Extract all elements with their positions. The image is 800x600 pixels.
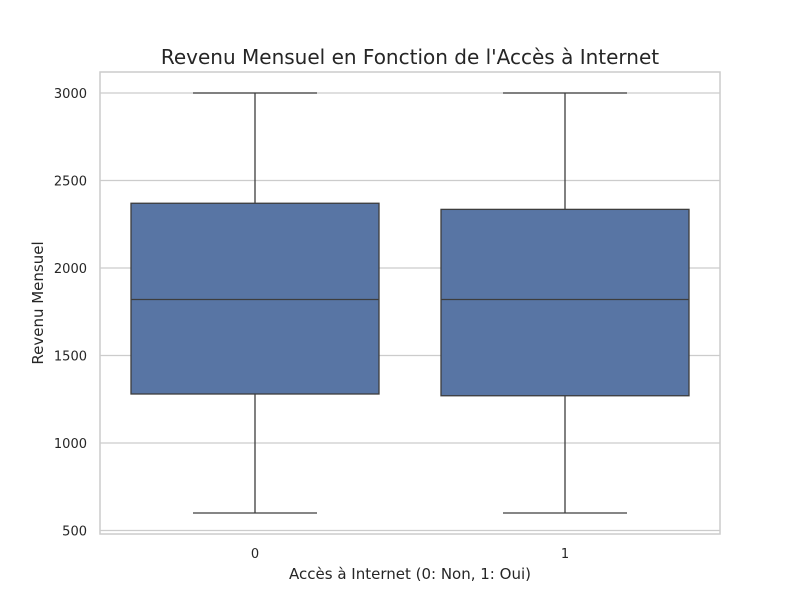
- y-tick-label: 1000: [54, 437, 87, 452]
- iqr-box: [440, 208, 690, 397]
- y-tick-label: 2000: [54, 262, 87, 277]
- x-tick-label: 0: [251, 547, 259, 562]
- box-group-0: [130, 92, 380, 514]
- y-axis-label: Revenu Mensuel: [29, 241, 47, 364]
- y-tick-label: 3000: [54, 87, 87, 102]
- chart-title: Revenu Mensuel en Fonction de l'Accès à …: [161, 45, 659, 69]
- boxes: [130, 92, 690, 514]
- box-group-1: [440, 92, 690, 514]
- x-tick-label: 1: [561, 547, 569, 562]
- y-tick-label: 2500: [54, 175, 87, 190]
- plot-frame: [99, 71, 721, 535]
- y-axis-ticks: 500 1000 1500 2000 2500 3000: [54, 87, 87, 540]
- x-axis-label: Accès à Internet (0: Non, 1: Oui): [289, 565, 531, 583]
- y-tick-label: 500: [62, 525, 87, 540]
- y-tick-label: 1500: [54, 350, 87, 365]
- iqr-box: [130, 202, 380, 395]
